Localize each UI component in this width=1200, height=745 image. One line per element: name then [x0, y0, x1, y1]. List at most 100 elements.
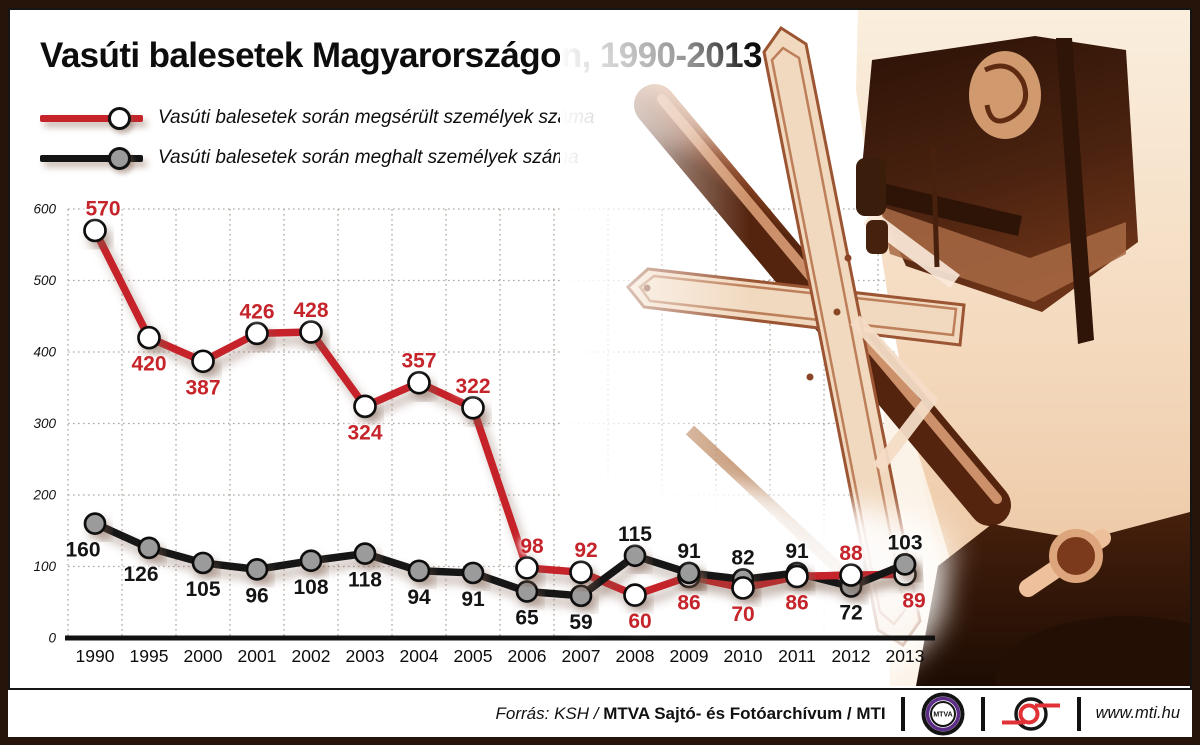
injured-data-point-marker	[461, 395, 485, 420]
windshield-glass	[862, 36, 1138, 312]
x-axis-year-label: 2000	[184, 646, 223, 666]
legend-label-killed: Vasúti balesetek során meghalt személyek…	[158, 147, 579, 168]
bumper-wedge	[882, 332, 988, 686]
footer-divider	[980, 696, 985, 731]
killed-data-point-marker	[839, 575, 863, 598]
accidents-line-chart: 0 100 200 300 400 500 600 1990 1995 2000 2001 2002 2…	[32, 197, 935, 666]
killed-value-label: 126	[123, 563, 158, 586]
injured-data-point-marker	[785, 564, 809, 589]
injured-data-point-marker	[83, 218, 107, 243]
injured-value-label: 86	[785, 592, 808, 615]
footer-divider	[900, 696, 905, 731]
killed-data-point-marker	[353, 542, 377, 565]
injured-value-label: 426	[239, 300, 274, 323]
injured-value-label: 60	[628, 610, 651, 633]
killed-data-point-marker	[677, 561, 701, 585]
undercarriage	[916, 512, 1190, 686]
killed-value-label: 115	[618, 523, 652, 546]
killed-value-label: 103	[887, 531, 922, 554]
x-axis-year-label: 2001	[238, 646, 277, 666]
killed-value-label: 82	[731, 546, 754, 569]
lower-brace	[685, 425, 847, 577]
killed-value-label: 59	[569, 611, 592, 634]
injured-value-label: 570	[85, 197, 120, 220]
source-prefix: Forrás: KSH /	[495, 703, 599, 723]
x-axis-year-label: 2010	[724, 646, 763, 666]
injured-data-point-marker	[569, 560, 593, 585]
killed-data-point-marker	[191, 551, 215, 575]
mirror-arm	[874, 182, 1022, 236]
crossbuck-vertical-plank	[762, 25, 922, 648]
legend: Vasúti balesetek során megsérült személy…	[40, 106, 595, 170]
injured-value-label: 428	[293, 299, 328, 322]
griffin-detail	[983, 63, 1029, 124]
y-axis-tick-label: 200	[32, 488, 56, 503]
x-axis-year-label: 2002	[292, 646, 331, 666]
y-axis-tick-label: 100	[33, 559, 56, 574]
legend-swatch-injured	[40, 106, 143, 130]
mirror-housing	[856, 158, 886, 216]
legend-item-killed: Vasúti balesetek során meghalt személyek…	[40, 146, 595, 170]
killed-data-point-marker	[569, 584, 593, 608]
x-axis-year-label: 1995	[130, 646, 169, 666]
y-axis-tick-label: 300	[33, 416, 56, 431]
injured-series-line	[91, 228, 906, 599]
cab-pillar	[1056, 38, 1094, 344]
killed-data-point-marker	[893, 553, 917, 576]
killed-value-label: 72	[839, 602, 862, 625]
mtva-logo-icon: MTVA	[921, 692, 965, 735]
killed-value-label: 91	[461, 588, 485, 611]
suspension-piston	[1019, 529, 1111, 597]
truck-cab-body	[856, 10, 1190, 686]
y-axis-tick-label: 500	[33, 273, 56, 288]
killed-data-point-marker	[137, 536, 161, 560]
antenna-pole	[930, 146, 940, 268]
injured-value-label: 420	[131, 353, 166, 376]
legend-line-sample-black	[40, 154, 143, 162]
legend-item-injured: Vasúti balesetek során megsérült személy…	[40, 106, 595, 130]
killed-data-point-marker	[245, 558, 269, 581]
footer-bar: Forrás: KSH / MTVA Sajtó- és Fotóarchívu…	[8, 690, 1192, 737]
mti-logo-icon	[1001, 696, 1060, 731]
injured-data-point-marker	[623, 583, 647, 607]
injured-data-point-marker	[515, 556, 539, 580]
injured-value-label: 88	[839, 542, 863, 565]
killed-series-line	[93, 520, 907, 600]
killed-data-point-marker	[515, 580, 539, 603]
x-axis-year-label: 2012	[832, 646, 871, 666]
injured-value-label: 89	[902, 589, 925, 612]
source-agency: MTVA Sajtó- és Fotóarchívum / MTI	[603, 703, 886, 723]
windshield-reflection	[880, 206, 1126, 302]
killed-data-point-marker	[407, 559, 431, 583]
x-axis-year-label: 1990	[76, 646, 115, 666]
footer-divider	[1076, 696, 1081, 731]
y-axis-tick-label: 600	[33, 202, 56, 217]
killed-value-label: 91	[785, 540, 809, 563]
y-axis-tick-label: 0	[48, 631, 56, 646]
injured-data-point-marker	[731, 576, 755, 600]
injured-data-point-marker	[137, 325, 161, 350]
crossing-gate-arm	[634, 84, 1011, 526]
killed-data-point-marker	[785, 561, 809, 585]
killed-value-label: 160	[65, 539, 100, 562]
legend-swatch-killed	[40, 146, 143, 170]
wheel-shadow	[996, 616, 1190, 686]
truss-brace	[850, 315, 939, 472]
injured-value-label: 387	[185, 376, 220, 399]
y-axis-tick-label: 400	[33, 345, 56, 360]
killed-data-point-marker	[731, 568, 755, 591]
legend-line-sample-red	[40, 114, 143, 122]
x-axis-year-label: 2006	[508, 646, 547, 666]
chart-panel: Vasúti balesetek Magyarországon, 1990-20…	[8, 8, 1192, 690]
label-area-haze	[560, 486, 945, 686]
x-axis-year-label: 2011	[778, 646, 816, 666]
x-axis-year-label: 2009	[670, 646, 709, 666]
label-glow-2013	[805, 507, 955, 603]
injured-data-point-marker	[839, 563, 863, 587]
killed-value-label: 96	[245, 584, 268, 607]
injured-value-label: 70	[731, 603, 754, 626]
legend-label-injured: Vasúti balesetek során megsérült személy…	[158, 107, 595, 128]
legend-marker-white-icon	[108, 106, 131, 130]
killed-data-point-marker	[623, 544, 647, 568]
mirror-arm-highlight	[863, 210, 960, 288]
